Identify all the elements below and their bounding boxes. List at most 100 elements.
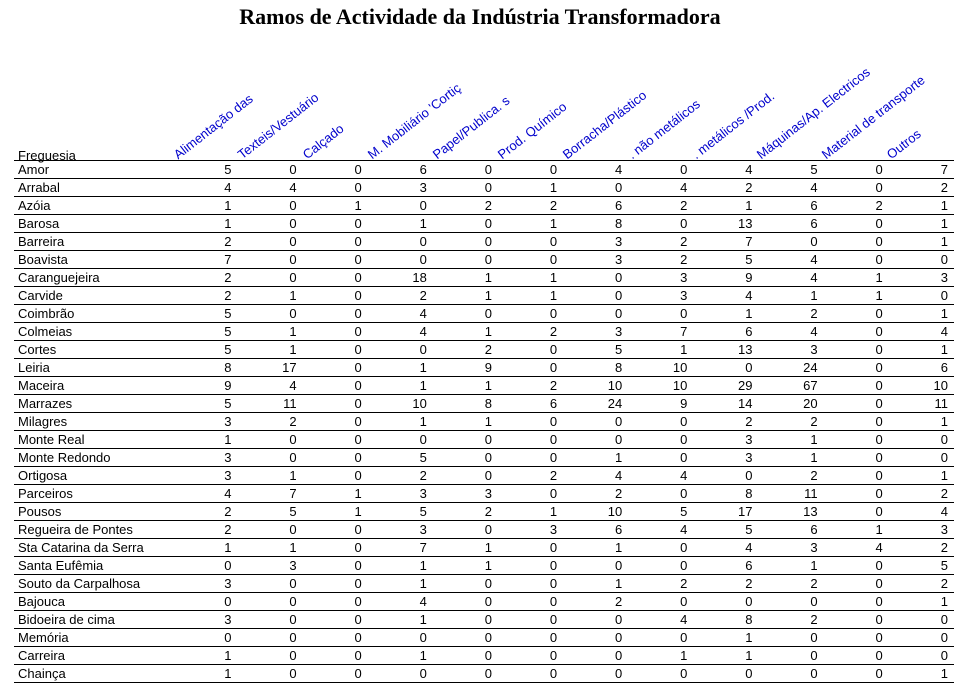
cell: 0: [824, 557, 889, 575]
cell: 0: [433, 305, 498, 323]
cell: 5: [172, 323, 237, 341]
cell: 0: [889, 287, 954, 305]
cell: 0: [303, 395, 368, 413]
cell: 0: [237, 269, 302, 287]
cell: 0: [433, 215, 498, 233]
cell: 0: [824, 467, 889, 485]
cell: 0: [498, 575, 563, 593]
cell: 0: [303, 323, 368, 341]
cell: 5: [172, 341, 237, 359]
table-row: Milagres320110002201: [14, 413, 954, 431]
cell: 3: [368, 179, 433, 197]
cell: 0: [303, 251, 368, 269]
cell: 11: [758, 485, 823, 503]
cell: 4: [889, 323, 954, 341]
table-row: Bidoeira de cima300100048200: [14, 611, 954, 629]
column-header: Máquinas/Ap. Electricos: [754, 64, 873, 162]
table-row: Monte Redondo300500103100: [14, 449, 954, 467]
cell: 4: [563, 467, 628, 485]
cell: 24: [758, 359, 823, 377]
cell: 0: [433, 575, 498, 593]
cell: 0: [628, 593, 693, 611]
cell: 1: [889, 233, 954, 251]
cell: 0: [498, 647, 563, 665]
cell: 0: [433, 233, 498, 251]
cell: 0: [303, 215, 368, 233]
cell: 0: [303, 341, 368, 359]
cell: 2: [498, 377, 563, 395]
cell: 3: [628, 269, 693, 287]
table-row: Souto da Carpalhosa300100122202: [14, 575, 954, 593]
cell: 3: [433, 485, 498, 503]
cell: 6: [758, 215, 823, 233]
row-name: Carvide: [14, 287, 172, 305]
table-row: Leiria817019081002406: [14, 359, 954, 377]
cell: 0: [498, 359, 563, 377]
cell: 3: [172, 449, 237, 467]
row-name: Memória: [14, 629, 172, 647]
cell: 1: [563, 449, 628, 467]
cell: 10: [628, 377, 693, 395]
cell: 3: [172, 575, 237, 593]
cell: 6: [693, 323, 758, 341]
cell: 11: [889, 395, 954, 413]
cell: 0: [498, 251, 563, 269]
cell: 0: [628, 215, 693, 233]
cell: 0: [303, 665, 368, 683]
cell: 7: [237, 485, 302, 503]
cell: 0: [433, 251, 498, 269]
cell: 9: [628, 395, 693, 413]
cell: 2: [824, 197, 889, 215]
cell: 5: [563, 341, 628, 359]
cell: 0: [172, 593, 237, 611]
cell: 1: [498, 215, 563, 233]
cell: 3: [563, 233, 628, 251]
cell: 0: [303, 377, 368, 395]
cell: 0: [889, 449, 954, 467]
cell: 0: [889, 647, 954, 665]
cell: 0: [303, 359, 368, 377]
cell: 0: [303, 539, 368, 557]
table-row: Sta Catarina da Serra110710104342: [14, 539, 954, 557]
cell: 1: [889, 215, 954, 233]
cell: 0: [563, 287, 628, 305]
cell: 11: [237, 395, 302, 413]
table-row: Pousos251521105171304: [14, 503, 954, 521]
cell: 3: [889, 269, 954, 287]
cell: 2: [433, 341, 498, 359]
cell: 8: [563, 215, 628, 233]
cell: 1: [303, 503, 368, 521]
cell: 2: [563, 485, 628, 503]
row-name: Maceira: [14, 377, 172, 395]
cell: 4: [758, 323, 823, 341]
cell: 0: [628, 305, 693, 323]
cell: 2: [172, 233, 237, 251]
cell: 3: [758, 341, 823, 359]
cell: 1: [693, 629, 758, 647]
cell: 5: [693, 521, 758, 539]
cell: 5: [758, 161, 823, 179]
cell: 0: [563, 557, 628, 575]
cell: 2: [433, 197, 498, 215]
cell: 0: [237, 575, 302, 593]
cell: 24: [563, 395, 628, 413]
cell: 2: [172, 503, 237, 521]
cell: 3: [693, 449, 758, 467]
cell: 1: [693, 305, 758, 323]
cell: 13: [693, 341, 758, 359]
cell: 1: [172, 647, 237, 665]
cell: 1: [303, 197, 368, 215]
cell: 2: [628, 197, 693, 215]
row-name: Souto da Carpalhosa: [14, 575, 172, 593]
cell: 0: [563, 629, 628, 647]
cell: 3: [172, 413, 237, 431]
cell: 6: [563, 197, 628, 215]
cell: 5: [889, 557, 954, 575]
cell: 0: [303, 593, 368, 611]
cell: 0: [824, 233, 889, 251]
cell: 6: [758, 197, 823, 215]
cell: 0: [498, 611, 563, 629]
cell: 2: [889, 485, 954, 503]
cell: 1: [498, 287, 563, 305]
cell: 1: [498, 503, 563, 521]
